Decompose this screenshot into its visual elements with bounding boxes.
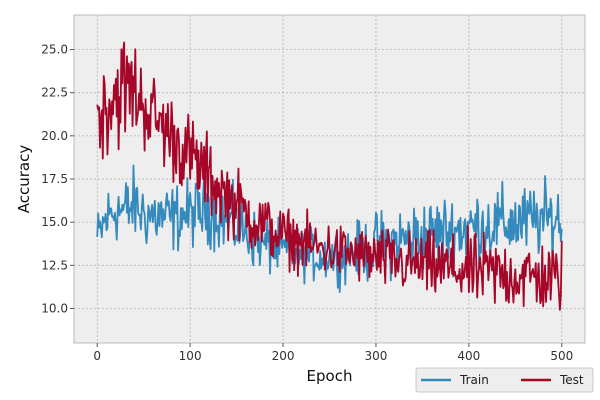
x-tick-label: 100 <box>179 349 202 363</box>
legend: Train Test <box>415 367 594 393</box>
legend-label-train: Train <box>459 373 489 387</box>
y-tick-label: 10.0 <box>41 301 68 315</box>
x-tick-label: 200 <box>272 349 295 363</box>
legend-box <box>415 367 594 393</box>
y-tick-label: 15.0 <box>41 215 68 229</box>
y-tick-label: 25.0 <box>41 43 68 57</box>
x-axis: 0 100 200 300 400 500 <box>93 343 573 363</box>
x-tick-label: 0 <box>93 349 101 363</box>
series-line-test <box>96 41 563 311</box>
y-tick-label: 20.0 <box>41 129 68 143</box>
x-tick-label: 500 <box>550 349 573 363</box>
legend-label-test: Test <box>559 373 584 387</box>
y-tick-label: 12.5 <box>41 258 68 272</box>
x-axis-title: Epoch <box>307 367 353 385</box>
y-tick-label: 22.5 <box>41 86 68 100</box>
x-tick-label: 300 <box>365 349 388 363</box>
x-tick-label: 400 <box>457 349 480 363</box>
y-axis: 10.0 12.5 15.0 17.5 20.0 22.5 25.0 <box>41 43 74 315</box>
y-tick-label: 17.5 <box>41 172 68 186</box>
series-layer <box>96 41 563 311</box>
y-axis-title: Accuracy <box>15 145 33 214</box>
